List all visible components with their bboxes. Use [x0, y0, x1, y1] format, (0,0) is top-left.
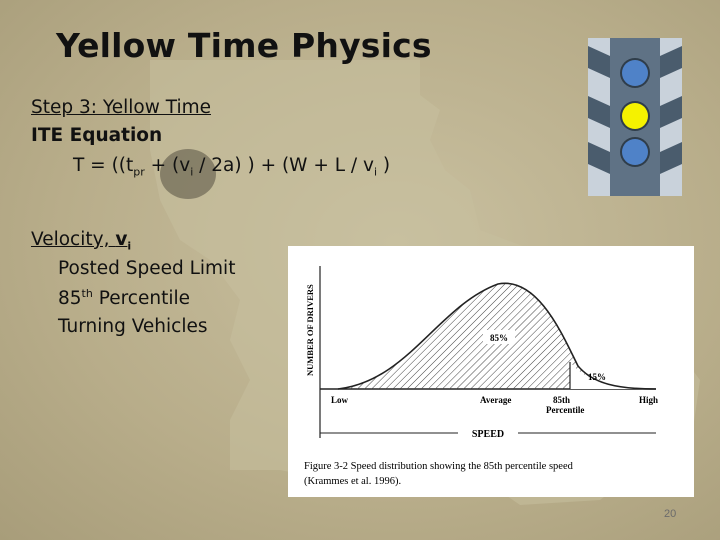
x-axis-title: SPEED: [472, 429, 504, 440]
curve-15-region: [570, 362, 656, 389]
equation-heading: ITE Equation: [31, 125, 163, 146]
label-high: High: [639, 395, 658, 405]
velocity-heading: Velocity, vi: [31, 229, 131, 253]
distribution-curve: [337, 282, 657, 390]
label-85th: 85th: [553, 395, 570, 405]
highlight-circle: [160, 149, 216, 199]
bullet-turning-vehicles: Turning Vehicles: [58, 316, 208, 337]
figure-caption-line2: (Krammes et al. 1996).: [304, 476, 401, 487]
bullet-posted-speed: Posted Speed Limit: [58, 258, 236, 279]
step-heading: Step 3: Yellow Time: [31, 97, 211, 118]
label-low: Low: [331, 395, 349, 405]
label-average: Average: [480, 395, 511, 405]
speed-distribution-figure: 85% 15% Low Average 85th Percentile High…: [288, 246, 694, 497]
eq-part2: + (v: [144, 155, 191, 176]
velocity-label: Velocity,: [31, 229, 116, 250]
page-number: 20: [664, 508, 677, 520]
eq-sub-i-2: i: [373, 165, 378, 179]
bullet-th: th: [81, 287, 93, 300]
velocity-sub: i: [127, 239, 132, 253]
traffic-light-icon: [588, 38, 682, 196]
velocity-symbol: v: [115, 229, 128, 250]
label-85-bg: [483, 330, 515, 344]
label-85-percent: 85%: [490, 333, 508, 343]
speed-label-bg: [458, 426, 518, 440]
bullet-85: 85: [58, 288, 82, 310]
ite-equation: T = ((tpr + (vi / 2a) ) + (W + L / vi ): [73, 155, 390, 179]
eq-suffix: ): [377, 155, 391, 176]
eq-prefix: T = ((t: [73, 155, 134, 176]
slide-title: Yellow Time Physics: [56, 26, 432, 65]
eq-sub-pr: pr: [133, 165, 145, 179]
y-axis-title: NUMBER OF DRIVERS: [305, 284, 315, 376]
eq-part3: / 2a) ) + (W + L / v: [193, 155, 374, 176]
bullet-percentile: Percentile: [92, 288, 190, 310]
bullet-85th-percentile: 85th Percentile: [58, 287, 190, 309]
figure-caption-line1: Figure 3-2 Speed distribution showing th…: [304, 461, 574, 472]
eq-sub-i-1: i: [190, 165, 194, 179]
speed-distribution-plot: 85% 15% Low Average 85th Percentile High…: [304, 266, 658, 487]
label-15-percent: 15%: [588, 372, 606, 382]
label-percentile: Percentile: [546, 405, 584, 415]
